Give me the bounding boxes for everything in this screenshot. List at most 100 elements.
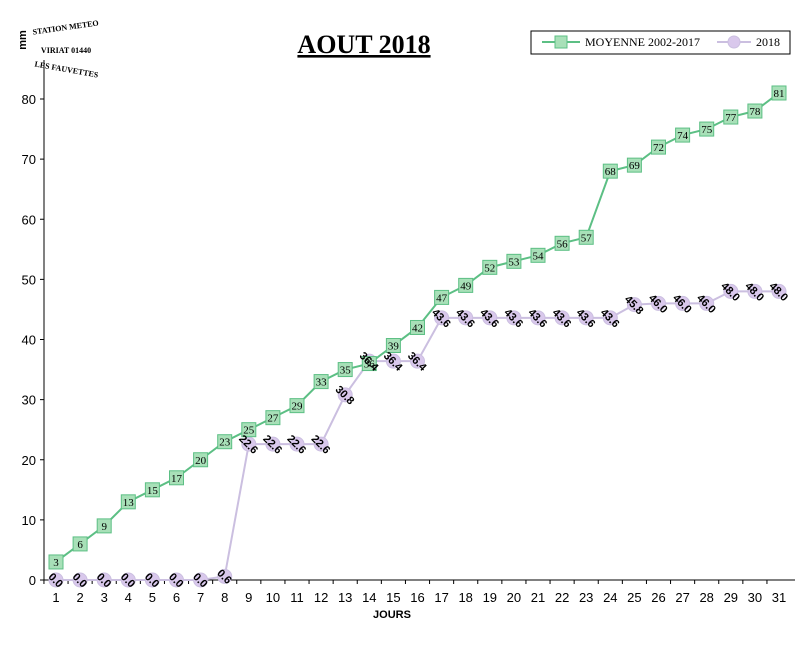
point-average xyxy=(458,277,474,293)
legend-marker-2018 xyxy=(727,35,741,49)
x-tick-label: 1 xyxy=(52,590,59,605)
data-label-2018: 43.6 xyxy=(598,307,622,331)
point-average xyxy=(289,398,305,414)
point-average xyxy=(506,253,522,269)
point-average xyxy=(361,356,377,372)
point-2018 xyxy=(169,572,184,588)
point-average xyxy=(120,494,136,510)
data-label-2018: 46.0 xyxy=(694,292,718,316)
data-label-average: 54 xyxy=(533,250,545,262)
point-2018 xyxy=(434,310,450,326)
y-tick-label: 30 xyxy=(22,393,36,408)
point-average xyxy=(771,85,787,101)
x-tick-label: 15 xyxy=(386,590,400,605)
point-2018 xyxy=(48,572,64,588)
data-label-2018: 43.6 xyxy=(501,307,525,331)
x-ticks: 1 2 3 4 5 6 7 8 9 10 11 12 13 14 15 16 17 18 19 20 21 22 23 24 2… xyxy=(43,580,786,605)
point-2018 xyxy=(265,436,281,452)
x-tick-label: 20 xyxy=(507,590,521,605)
x-tick-label: 25 xyxy=(627,590,641,605)
data-label-average: 6 xyxy=(77,539,83,551)
series-lines xyxy=(55,92,780,581)
x-tick-label: 16 xyxy=(410,590,424,605)
data-label-2018: 46.0 xyxy=(670,292,694,316)
data-label-average: 36 xyxy=(364,359,376,371)
data-label-average: 49 xyxy=(460,280,472,292)
data-label-2018: 0.0 xyxy=(70,571,89,590)
data-label-2018: 0.0 xyxy=(118,571,137,590)
series-markers xyxy=(48,85,787,588)
y-tick-label: 60 xyxy=(22,212,36,227)
x-tick-label: 21 xyxy=(531,590,545,605)
x-tick-label: 6 xyxy=(173,590,180,605)
point-2018 xyxy=(506,310,522,326)
data-label-2018: 22.6 xyxy=(284,433,308,457)
point-2018 xyxy=(771,283,787,299)
point-2018 xyxy=(602,310,618,326)
y-tick-label: 20 xyxy=(22,453,36,468)
point-2018 xyxy=(554,310,570,326)
data-label-average: 74 xyxy=(677,130,689,142)
x-tick-label: 19 xyxy=(483,590,497,605)
data-label-2018: 0.0 xyxy=(46,571,65,590)
point-2018 xyxy=(337,387,353,403)
point-average xyxy=(144,482,160,498)
data-label-2018: 45.8 xyxy=(622,294,646,318)
legend-item-2018: 2018 xyxy=(717,35,780,49)
x-tick-label: 10 xyxy=(266,590,280,605)
data-label-average: 81 xyxy=(774,88,785,100)
data-label-average: 47 xyxy=(436,292,448,304)
data-label-2018: 0.0 xyxy=(166,571,185,590)
data-label-2018: 36.4 xyxy=(381,350,405,374)
data-label-2018: 36.4 xyxy=(357,350,381,374)
x-axis-label: JOURS xyxy=(373,609,411,621)
point-average xyxy=(48,554,64,570)
data-label-average: 33 xyxy=(316,377,328,389)
data-label-average: 56 xyxy=(557,238,569,250)
data-label-average: 27 xyxy=(267,413,279,425)
data-label-average: 9 xyxy=(101,521,107,533)
x-tick-label: 29 xyxy=(724,590,738,605)
data-label-average: 29 xyxy=(292,401,304,413)
data-label-average: 52 xyxy=(484,262,495,274)
data-labels: 3691315172023252729333536394247495253545… xyxy=(46,88,790,590)
point-2018 xyxy=(675,295,691,311)
x-tick-label: 24 xyxy=(603,590,617,605)
data-label-average: 39 xyxy=(388,341,400,353)
point-average xyxy=(313,374,329,390)
point-average xyxy=(241,422,257,438)
data-label-2018: 43.6 xyxy=(453,307,477,331)
data-label-average: 42 xyxy=(412,322,423,334)
x-tick-label: 7 xyxy=(197,590,204,605)
x-tick-label: 17 xyxy=(434,590,448,605)
data-label-2018: 0.0 xyxy=(142,571,161,590)
point-2018 xyxy=(482,310,498,326)
data-label-average: 25 xyxy=(243,425,255,437)
x-tick-label: 8 xyxy=(221,590,228,605)
x-tick-label: 26 xyxy=(651,590,665,605)
point-average xyxy=(602,163,618,179)
station-logo: STATION METEO VIRIAT 01440 LES FAUVETTES xyxy=(32,18,99,79)
data-label-2018: 43.6 xyxy=(550,307,574,331)
x-tick-label: 13 xyxy=(338,590,352,605)
point-2018 xyxy=(723,283,739,299)
data-label-average: 77 xyxy=(725,112,737,124)
x-tick-label: 18 xyxy=(458,590,472,605)
point-2018 xyxy=(626,297,642,313)
data-label-2018: 36.4 xyxy=(405,350,429,374)
data-label-2018: 22.6 xyxy=(260,433,284,457)
point-average xyxy=(265,410,281,426)
data-label-average: 57 xyxy=(581,232,593,244)
data-label-2018: 0.6 xyxy=(214,567,233,586)
point-average xyxy=(337,362,353,378)
data-label-2018: 22.6 xyxy=(236,433,260,457)
logo-line-1: STATION METEO xyxy=(32,18,99,36)
point-average xyxy=(169,470,184,486)
data-label-average: 72 xyxy=(653,142,664,154)
point-average xyxy=(675,127,691,143)
legend-marker-average xyxy=(554,35,568,49)
legend-item-average: MOYENNE 2002-2017 xyxy=(542,35,700,49)
point-2018 xyxy=(217,568,233,584)
y-tick-label: 80 xyxy=(22,92,36,107)
